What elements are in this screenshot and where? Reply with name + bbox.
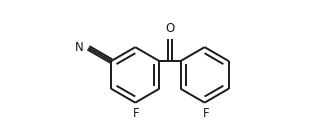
Text: N: N [75, 41, 83, 54]
Text: F: F [203, 107, 209, 120]
Text: F: F [133, 107, 140, 120]
Text: O: O [165, 22, 174, 35]
